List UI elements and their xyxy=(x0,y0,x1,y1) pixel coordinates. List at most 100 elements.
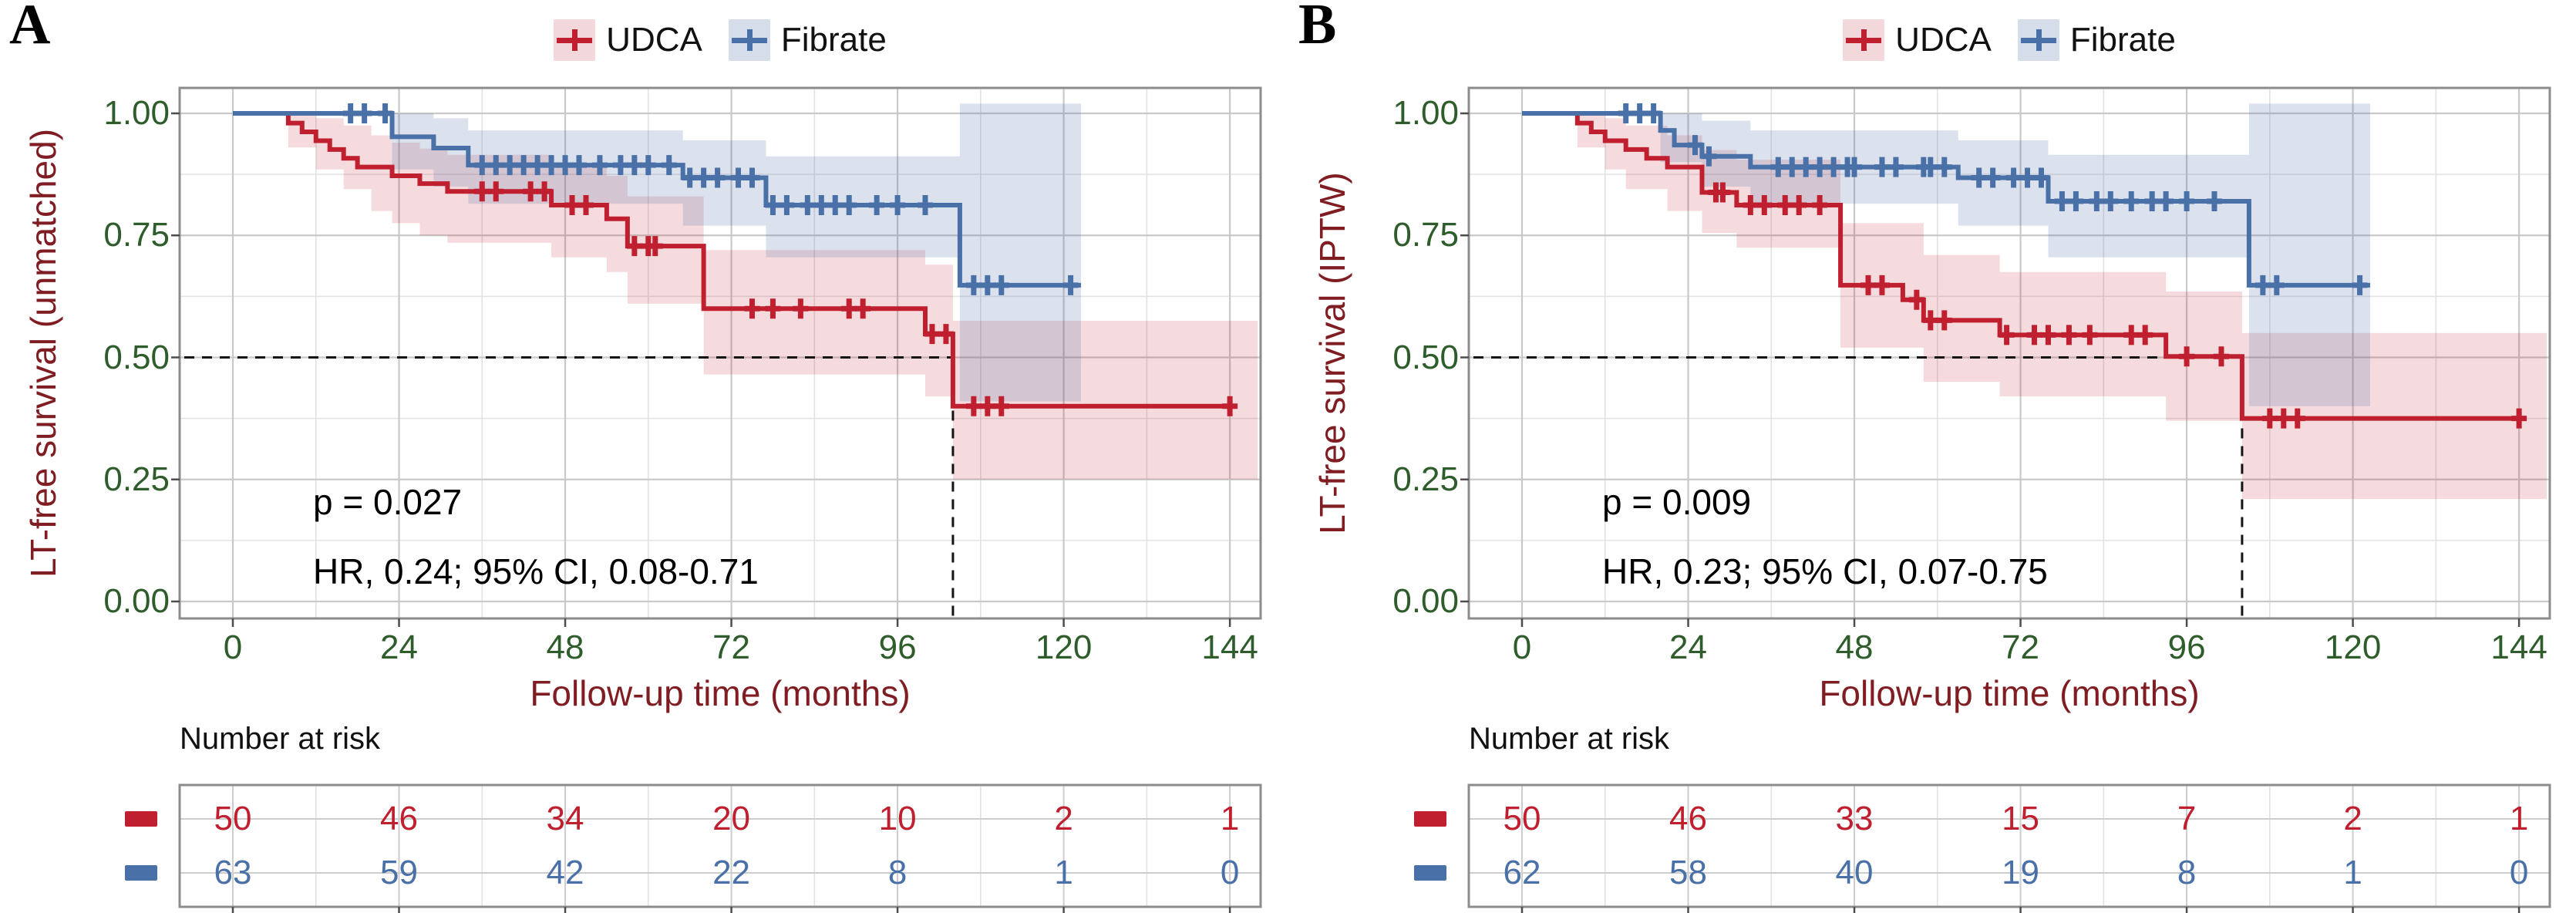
fibrate-censor-mark-icon xyxy=(765,195,781,216)
risk-count-fibrate: 8 xyxy=(2177,854,2197,891)
fibrate-censor-mark-icon xyxy=(800,195,816,216)
fibrate-censor-mark-icon xyxy=(612,155,628,176)
legend: UDCA Fibrate xyxy=(180,17,1261,63)
risk-count-fibrate: 59 xyxy=(380,854,418,891)
x-tick-label: 96 xyxy=(878,628,917,666)
udca-censor-mark-icon xyxy=(577,195,594,216)
fibrate-censor-mark-icon xyxy=(1874,157,1890,177)
risk-count-udca: 46 xyxy=(380,800,418,837)
fibrate-censor-mark-icon xyxy=(2019,167,2036,188)
risk-count-udca: 20 xyxy=(712,800,751,837)
legend-label-udca: UDCA xyxy=(1895,21,1992,59)
fibrate-censor-mark-icon xyxy=(1770,157,1786,177)
fibrate-censor-mark-icon xyxy=(2158,190,2174,211)
fibrate-censor-mark-icon xyxy=(1618,103,1634,123)
udca-censor-mark-icon xyxy=(1860,275,1876,295)
y-tick-label: 0.75 xyxy=(103,216,170,254)
fibrate-censor-mark-icon xyxy=(779,195,795,216)
risk-count-fibrate: 42 xyxy=(546,854,584,891)
fibrate-censor-mark-icon xyxy=(682,167,698,188)
fibrate-censor-mark-icon xyxy=(1784,157,1800,177)
udca-censor-mark-icon xyxy=(744,298,760,319)
udca-survival-curve xyxy=(233,111,1237,409)
udca-censor-mark-icon xyxy=(1756,195,1773,216)
x-tick-label: 120 xyxy=(1035,628,1093,666)
fibrate-censor-mark-icon xyxy=(1985,167,2001,188)
udca-censor-mark-icon xyxy=(2040,325,2056,345)
fibrate-censor-mark-icon xyxy=(571,155,587,176)
risk-count-fibrate: 22 xyxy=(712,854,751,891)
risk-count-fibrate: 19 xyxy=(2002,854,2040,891)
y-tick-label: 0.00 xyxy=(1392,582,1459,620)
risk-count-fibrate: 1 xyxy=(2343,854,2362,891)
risk-count-udca: 46 xyxy=(1669,800,1707,837)
fibrate-censor-mark-icon xyxy=(488,155,504,176)
udca-censor-mark-icon xyxy=(841,298,857,319)
fibrate-censor-mark-icon xyxy=(342,103,359,123)
udca-censor-mark-icon xyxy=(2137,325,2153,345)
fibrate-censor-mark-icon xyxy=(530,155,546,176)
x-axis-title: Follow-up time (months) xyxy=(1819,673,2200,713)
fibrate-censor-mark-icon xyxy=(502,155,518,176)
udca-censor-mark-icon xyxy=(2123,325,2140,345)
fibrate-confidence-band xyxy=(233,103,1082,402)
risk-count-fibrate: 1 xyxy=(1054,854,1073,891)
fibrate-censor-mark-icon xyxy=(591,155,608,176)
risk-count-udca: 50 xyxy=(1503,800,1541,837)
legend: UDCA Fibrate xyxy=(1469,17,2550,63)
udca-censor-mark-icon xyxy=(537,181,553,202)
fibrate-censor-mark-icon xyxy=(993,275,1009,295)
x-tick-label: 48 xyxy=(546,628,584,666)
risk-count-udca: 33 xyxy=(1835,800,1874,837)
risk-count-udca: 50 xyxy=(214,800,252,837)
udca-censor-mark-icon xyxy=(564,195,581,216)
p-value-annotation: p = 0.009 xyxy=(1602,482,1752,522)
y-tick-label: 0.50 xyxy=(103,338,170,376)
udca-confidence-band xyxy=(233,113,1258,480)
udca-censor-mark-icon xyxy=(1874,275,1890,295)
hazard-ratio-annotation: HR, 0.24; 95% CI, 0.08-0.71 xyxy=(313,551,759,591)
y-tick-label: 0.25 xyxy=(103,460,170,498)
udca-censor-mark-icon xyxy=(2061,325,2077,345)
legend-item-udca: UDCA xyxy=(1843,19,1992,61)
fibrate-censor-mark-icon xyxy=(661,155,677,176)
fibrate-censor-mark-icon xyxy=(377,103,393,123)
legend-item-fibrate: Fibrate xyxy=(728,19,887,61)
y-tick-label: 1.00 xyxy=(1392,94,1459,132)
fibrate-confidence-band xyxy=(1522,103,2371,406)
y-axis-title: LT-free survival (IPTW) xyxy=(1312,172,1352,534)
legend-label-fibrate: Fibrate xyxy=(2069,21,2176,59)
udca-censor-mark-icon xyxy=(1715,182,1731,203)
fibrate-censor-mark-icon xyxy=(2103,190,2119,211)
fibrate-censor-mark-icon xyxy=(1936,157,1952,177)
fibrate-censor-mark-icon xyxy=(1062,275,1079,295)
x-tick-label: 144 xyxy=(2490,628,2547,666)
fibrate-censor-mark-icon xyxy=(1631,103,1648,123)
y-tick-label: 1.00 xyxy=(103,94,170,132)
fibrate-censor-mark-icon xyxy=(1798,157,1814,177)
fibrate-censor-key-icon xyxy=(2017,19,2059,61)
udca-censor-mark-icon xyxy=(2261,408,2278,429)
udca-confidence-band xyxy=(1522,113,2547,500)
x-tick-label: 72 xyxy=(712,628,751,666)
fibrate-censor-mark-icon xyxy=(1971,167,1987,188)
fibrate-censor-mark-icon xyxy=(730,167,746,188)
fibrate-censor-mark-icon xyxy=(516,155,532,176)
risk-count-fibrate: 0 xyxy=(2509,854,2529,891)
udca-censor-mark-icon xyxy=(924,324,940,345)
udca-row-key-swatch xyxy=(125,811,157,827)
panel-label: A xyxy=(9,0,51,56)
x-tick-label: 24 xyxy=(380,628,418,666)
udca-censor-mark-icon xyxy=(938,324,954,345)
fibrate-censor-mark-icon xyxy=(557,155,574,176)
fibrate-censor-mark-icon xyxy=(695,167,712,188)
fibrate-censor-mark-icon xyxy=(813,195,830,216)
risk-table-title: Number at risk xyxy=(180,722,381,756)
hazard-ratio-annotation: HR, 0.23; 95% CI, 0.07-0.75 xyxy=(1602,551,2048,591)
udca-censor-mark-icon xyxy=(979,396,995,416)
fibrate-censor-mark-icon xyxy=(544,155,560,176)
x-tick-label: 96 xyxy=(2167,628,2206,666)
y-tick-label: 0.00 xyxy=(103,582,170,620)
udca-censor-mark-icon xyxy=(965,396,982,416)
risk-count-udca: 2 xyxy=(1054,800,1073,837)
